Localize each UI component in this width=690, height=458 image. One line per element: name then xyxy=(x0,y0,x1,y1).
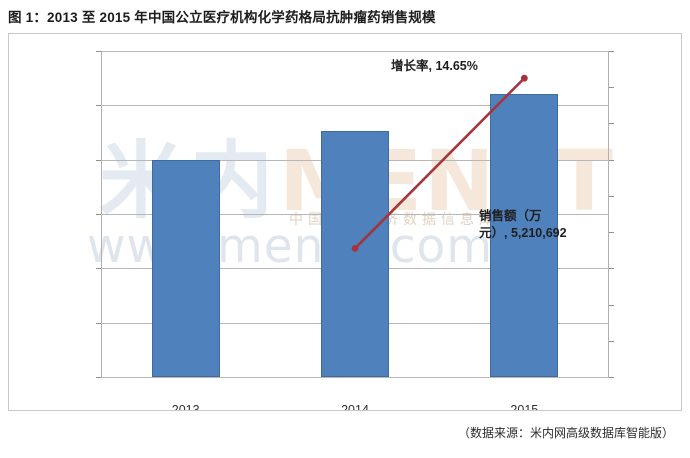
y2-axis-tick xyxy=(609,232,614,234)
y-axis-tick xyxy=(96,51,101,52)
y2-axis-tick xyxy=(609,304,614,306)
chart-frame: 米内MENET 中国医药经济数据信息库 www.menet.com 01,000… xyxy=(8,33,682,411)
gridline xyxy=(101,105,609,107)
y2-axis-tick xyxy=(609,87,614,89)
growth-rate-data-label: 增长率, 14.65% xyxy=(391,59,478,73)
y-axis-tick xyxy=(96,105,101,107)
trend-point[interactable] xyxy=(351,245,359,252)
y2-axis-tick xyxy=(609,377,614,378)
bar-2013[interactable] xyxy=(151,159,220,377)
x-axis-tick-label: 2015 xyxy=(510,403,539,411)
y2-axis-tick xyxy=(609,340,614,342)
bar-2015[interactable] xyxy=(490,93,559,377)
gridline xyxy=(101,51,609,52)
x-axis-tick-label: 2013 xyxy=(171,403,200,411)
gridline xyxy=(101,377,609,378)
growth-rate-trend-line xyxy=(351,74,528,252)
y2-axis-tick xyxy=(609,268,614,270)
y2-axis-tick xyxy=(609,51,614,52)
bar-2014[interactable] xyxy=(321,131,389,377)
y2-axis-tick xyxy=(609,159,614,161)
y-axis-tick xyxy=(96,322,101,324)
y2-axis-tick xyxy=(609,123,614,125)
sales-value-data-label: 销售额（万元）, 5,210,692 xyxy=(479,208,591,242)
sales-label-line-1: 销售额（万 xyxy=(479,209,542,223)
y-axis-tick xyxy=(96,377,101,378)
y2-axis-tick xyxy=(609,195,614,197)
x-axis-tick-label: 2014 xyxy=(341,403,369,411)
trend-line-path xyxy=(354,77,526,250)
figure-caption: 图 1：2013 至 2015 年中国公立医疗机构化学药格局抗肿瘤药销售规模 xyxy=(8,10,436,25)
source-note: （数据来源：米内网高级数据库智能版） xyxy=(457,426,674,440)
trend-point[interactable] xyxy=(520,74,528,82)
y-axis-tick xyxy=(96,159,101,161)
y-axis-tick xyxy=(96,214,101,215)
plot-area: 01,000,0002,000,0003,000,0004,000,0005,0… xyxy=(96,51,614,410)
sales-label-line-2: 元）, 5,210,692 xyxy=(479,226,567,240)
y-axis-tick xyxy=(96,268,101,270)
